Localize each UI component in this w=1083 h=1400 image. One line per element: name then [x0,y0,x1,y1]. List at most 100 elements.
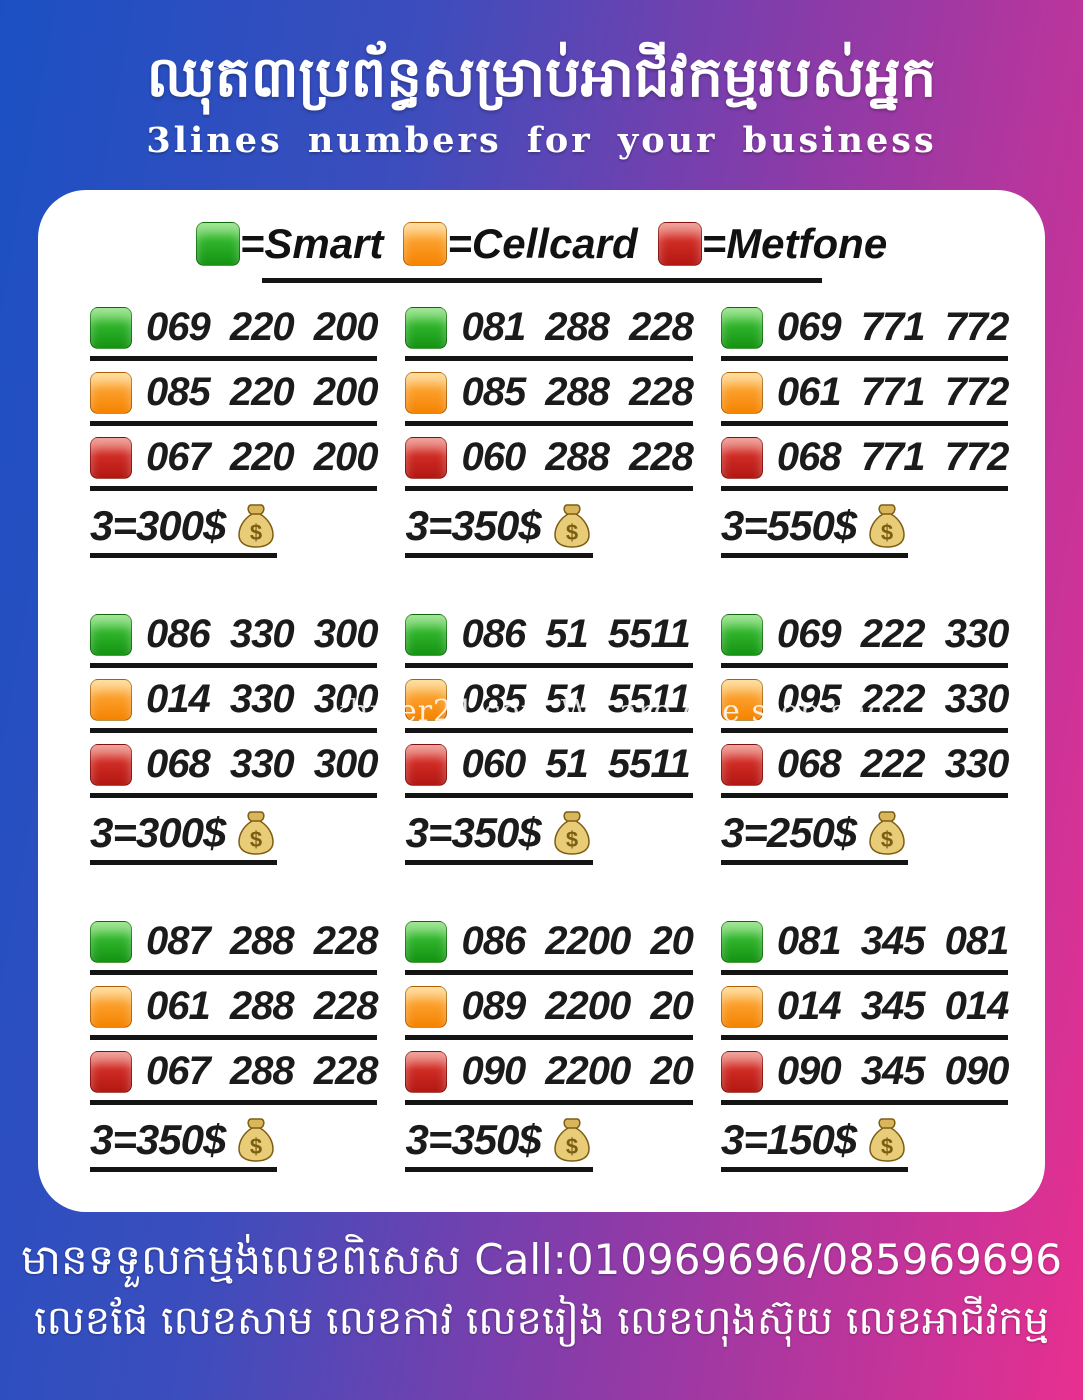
cellcard-chip-icon [90,371,132,414]
money-bag-icon: $ [869,1118,905,1162]
number-group-7: 087 288 228 061 288 228 067 288 228 3=35… [90,919,378,1172]
phone-number: 087 288 228 [146,919,378,963]
numbers-card: =Smart =Cellcard =Metfone 069 220 200 08… [38,190,1045,1212]
phone-number: 090 2200 20 [461,1049,693,1093]
phone-number: 068 771 772 [776,435,1009,479]
number-group-2: 081 288 228 085 288 228 060 288 228 3=35… [405,305,694,558]
number-row: 068 222 330 [720,742,1009,798]
page-subtitle-english: 3lines numbers for your business [146,120,937,161]
smart-chip-icon [405,613,448,656]
number-group-6: 069 222 330 095 222 330 068 222 330 3=25… [720,612,1009,865]
legend-item-cellcard: =Cellcard [403,220,638,268]
phone-number: 089 2200 20 [461,984,693,1028]
phone-number: 069 220 200 [146,305,378,349]
phone-number: 085 220 200 [146,370,378,414]
price-label: 3=350$ [405,502,541,549]
number-row: 086 51 5511 [405,612,693,668]
price-row: 3=300$ $ [90,502,278,558]
phone-number: 069 222 330 [776,612,1009,656]
price-label: 3=300$ [90,809,226,856]
smart-chip-icon [90,613,132,656]
number-row: 095 222 330 [720,677,1009,733]
number-row: 069 220 200 [90,305,378,361]
phone-number: 085 51 5511 [461,677,690,721]
number-group-4: 086 330 300 014 330 300 068 330 300 3=30… [90,612,378,865]
number-row: 085 51 5511 [405,677,693,733]
phone-number: 085 288 228 [461,370,693,414]
phone-number: 014 345 014 [776,984,1009,1028]
number-row: 067 220 200 [90,435,378,491]
metfone-chip-icon [405,436,448,479]
number-row: 068 330 300 [90,742,378,798]
price-label: 3=350$ [405,1116,541,1163]
legend-label-metfone: =Metfone [701,220,888,267]
cellcard-chip-icon [405,985,448,1028]
number-row: 085 288 228 [405,370,694,426]
phone-number: 081 288 228 [461,305,693,349]
number-row: 060 51 5511 [405,742,693,798]
price-row: 3=150$ $ [720,1116,909,1172]
phone-number: 014 330 300 [146,677,378,721]
money-bag-icon: $ [238,504,275,548]
phone-number: 060 51 5511 [461,742,690,786]
svg-text:$: $ [250,520,262,545]
number-row: 086 2200 20 [405,919,694,975]
price-label: 3=350$ [90,1116,226,1163]
cellcard-chip-icon [90,985,132,1028]
legend-label-smart: =Smart [239,220,384,267]
number-row: 014 330 300 [90,677,378,733]
number-row: 014 345 014 [720,984,1009,1040]
money-bag-icon: $ [869,504,905,548]
phone-number: 061 288 228 [146,984,378,1028]
cellcard-chip-icon [90,678,132,721]
page-title-khmer: ឈុត៣ប្រព័ន្ធសម្រាប់អាជីវកម្មរបស់អ្នក [146,45,937,110]
metfone-chip-icon [720,743,763,786]
smart-chip-icon [405,306,448,349]
metfone-chip-icon [405,1050,448,1093]
price-row: 3=550$ $ [720,502,909,558]
phone-number: 086 330 300 [146,612,378,656]
price-label: 3=250$ [720,809,857,856]
cellcard-chip-icon [405,678,448,721]
svg-text:$: $ [250,827,262,852]
smart-chip-icon [720,920,763,963]
price-label: 3=350$ [405,809,541,856]
footer-number-types-line: លេខផែ លេខសាម លេខកាវ លេខរៀង លេខហុងស៊ុយ លេ… [34,1297,1049,1344]
number-group-8: 086 2200 20 089 2200 20 090 2200 20 3=35… [405,919,694,1172]
footer-contact-line: មានទទួលកម្មង់លេខពិសេស Call:010969696/085… [21,1235,1062,1284]
carrier-legend: =Smart =Cellcard =Metfone [90,220,993,268]
phone-number: 090 345 090 [776,1049,1009,1093]
legend-item-metfone: =Metfone [657,220,888,268]
svg-text:$: $ [566,1134,578,1159]
phone-number: 095 222 330 [776,677,1009,721]
number-row: 090 2200 20 [405,1049,694,1105]
number-row: 061 771 772 [720,370,1009,426]
price-label: 3=150$ [720,1116,857,1163]
number-row: 081 345 081 [720,919,1009,975]
metfone-color-chip-icon [657,222,702,266]
svg-text:$: $ [881,827,893,852]
phone-number: 060 288 228 [461,435,693,479]
money-bag-icon: $ [554,504,590,548]
svg-text:$: $ [250,1134,262,1159]
phone-number: 068 330 300 [146,742,378,786]
legend-divider [261,278,822,283]
price-label: 3=550$ [720,502,857,549]
price-row: 3=350$ $ [90,1116,278,1172]
price-label: 3=300$ [90,502,226,549]
cellcard-chip-icon [720,678,763,721]
metfone-chip-icon [90,743,132,786]
number-row: 090 345 090 [720,1049,1009,1105]
number-group-9: 081 345 081 014 345 014 090 345 090 3=15… [720,919,1009,1172]
money-bag-icon: $ [869,811,905,855]
number-row: 069 222 330 [720,612,1009,668]
metfone-chip-icon [90,436,132,479]
number-group-1: 069 220 200 085 220 200 067 220 200 3=30… [90,305,378,558]
smart-chip-icon [90,306,132,349]
cellcard-color-chip-icon [403,222,448,266]
number-row: 086 330 300 [90,612,378,668]
number-row: 089 2200 20 [405,984,694,1040]
number-row: 060 288 228 [405,435,694,491]
svg-text:$: $ [881,520,893,545]
